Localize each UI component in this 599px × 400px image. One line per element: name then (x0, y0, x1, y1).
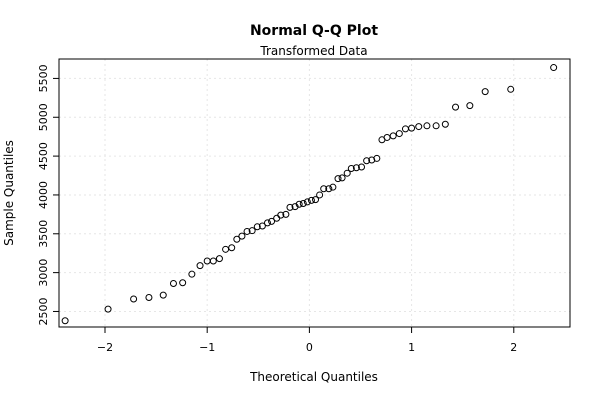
data-point-26 (291, 203, 299, 211)
y-axis-label: Sample Quantiles (2, 140, 16, 246)
data-point-18 (253, 223, 261, 231)
data-point-41 (358, 163, 366, 171)
data-point-51 (415, 123, 423, 131)
data-point-10 (209, 257, 217, 265)
data-point-50 (408, 124, 416, 132)
data-point-11 (215, 255, 223, 263)
data-point-19 (258, 222, 266, 230)
data-point-23 (277, 211, 285, 219)
data-point-1 (104, 305, 112, 313)
data-point-47 (389, 132, 397, 140)
data-point-49 (401, 125, 409, 133)
data-point-34 (325, 185, 333, 193)
data-point-24 (282, 210, 290, 218)
data-point-15 (238, 232, 246, 240)
data-point-48 (395, 130, 403, 138)
y-tick-label: 4500 (37, 142, 50, 170)
data-point-7 (188, 270, 196, 278)
data-point-27 (295, 200, 303, 208)
y-tick-label: 3000 (37, 259, 50, 287)
data-point-56 (466, 102, 474, 110)
plot-area-frame (58, 58, 571, 328)
data-point-17 (248, 227, 256, 235)
data-point-53 (432, 122, 440, 130)
data-point-32 (316, 191, 324, 199)
grid-lines (59, 59, 570, 327)
x-tick-label: 0 (306, 341, 313, 354)
data-point-57 (481, 88, 489, 96)
data-point-59 (550, 64, 558, 72)
data-point-36 (334, 175, 342, 183)
data-point-37 (338, 174, 346, 182)
data-point-44 (373, 154, 381, 162)
data-point-16 (243, 227, 251, 235)
data-point-12 (222, 245, 230, 253)
x-tick-label: 2 (510, 341, 517, 354)
data-point-58 (507, 85, 515, 93)
y-tick-label: 5000 (37, 103, 50, 131)
data-point-0 (61, 317, 69, 325)
data-point-52 (423, 122, 431, 130)
data-point-38 (343, 169, 351, 177)
data-point-31 (312, 196, 320, 204)
data-points (61, 64, 558, 325)
data-point-13 (228, 244, 236, 252)
data-point-8 (196, 262, 204, 270)
data-point-39 (347, 165, 355, 173)
y-tick-label: 4000 (37, 181, 50, 209)
data-point-20 (263, 219, 271, 227)
data-point-33 (320, 185, 328, 193)
chart-subtitle: Transformed Data (259, 44, 367, 58)
data-point-29 (303, 198, 311, 206)
y-tick-label: 5500 (37, 64, 50, 92)
axes: −2 −1 0 1 2 2500 3000 3500 4000 4500 5000 5500 (37, 64, 517, 354)
data-point-25 (286, 203, 294, 211)
x-axis-label: Theoretical Quantiles (249, 370, 378, 384)
data-point-21 (268, 217, 276, 225)
data-point-28 (299, 199, 307, 207)
data-point-5 (169, 279, 177, 287)
data-point-6 (179, 279, 187, 287)
data-point-30 (307, 196, 315, 204)
chart-title: Normal Q-Q Plot (250, 23, 378, 39)
y-tick-label: 2500 (37, 297, 50, 325)
data-point-54 (441, 120, 449, 128)
x-tick-label: 1 (408, 341, 415, 354)
data-point-3 (145, 293, 153, 301)
data-point-14 (233, 235, 241, 243)
x-tick-label: −1 (199, 341, 215, 354)
data-point-35 (329, 183, 337, 191)
data-point-43 (368, 156, 376, 164)
x-tick-label: −2 (97, 341, 113, 354)
y-tick-label: 3500 (37, 220, 50, 248)
data-point-4 (159, 291, 167, 299)
data-point-55 (452, 103, 460, 111)
data-point-22 (273, 214, 281, 222)
data-point-42 (363, 157, 371, 165)
data-point-46 (383, 133, 391, 141)
data-point-40 (352, 164, 360, 172)
data-point-2 (130, 295, 138, 303)
